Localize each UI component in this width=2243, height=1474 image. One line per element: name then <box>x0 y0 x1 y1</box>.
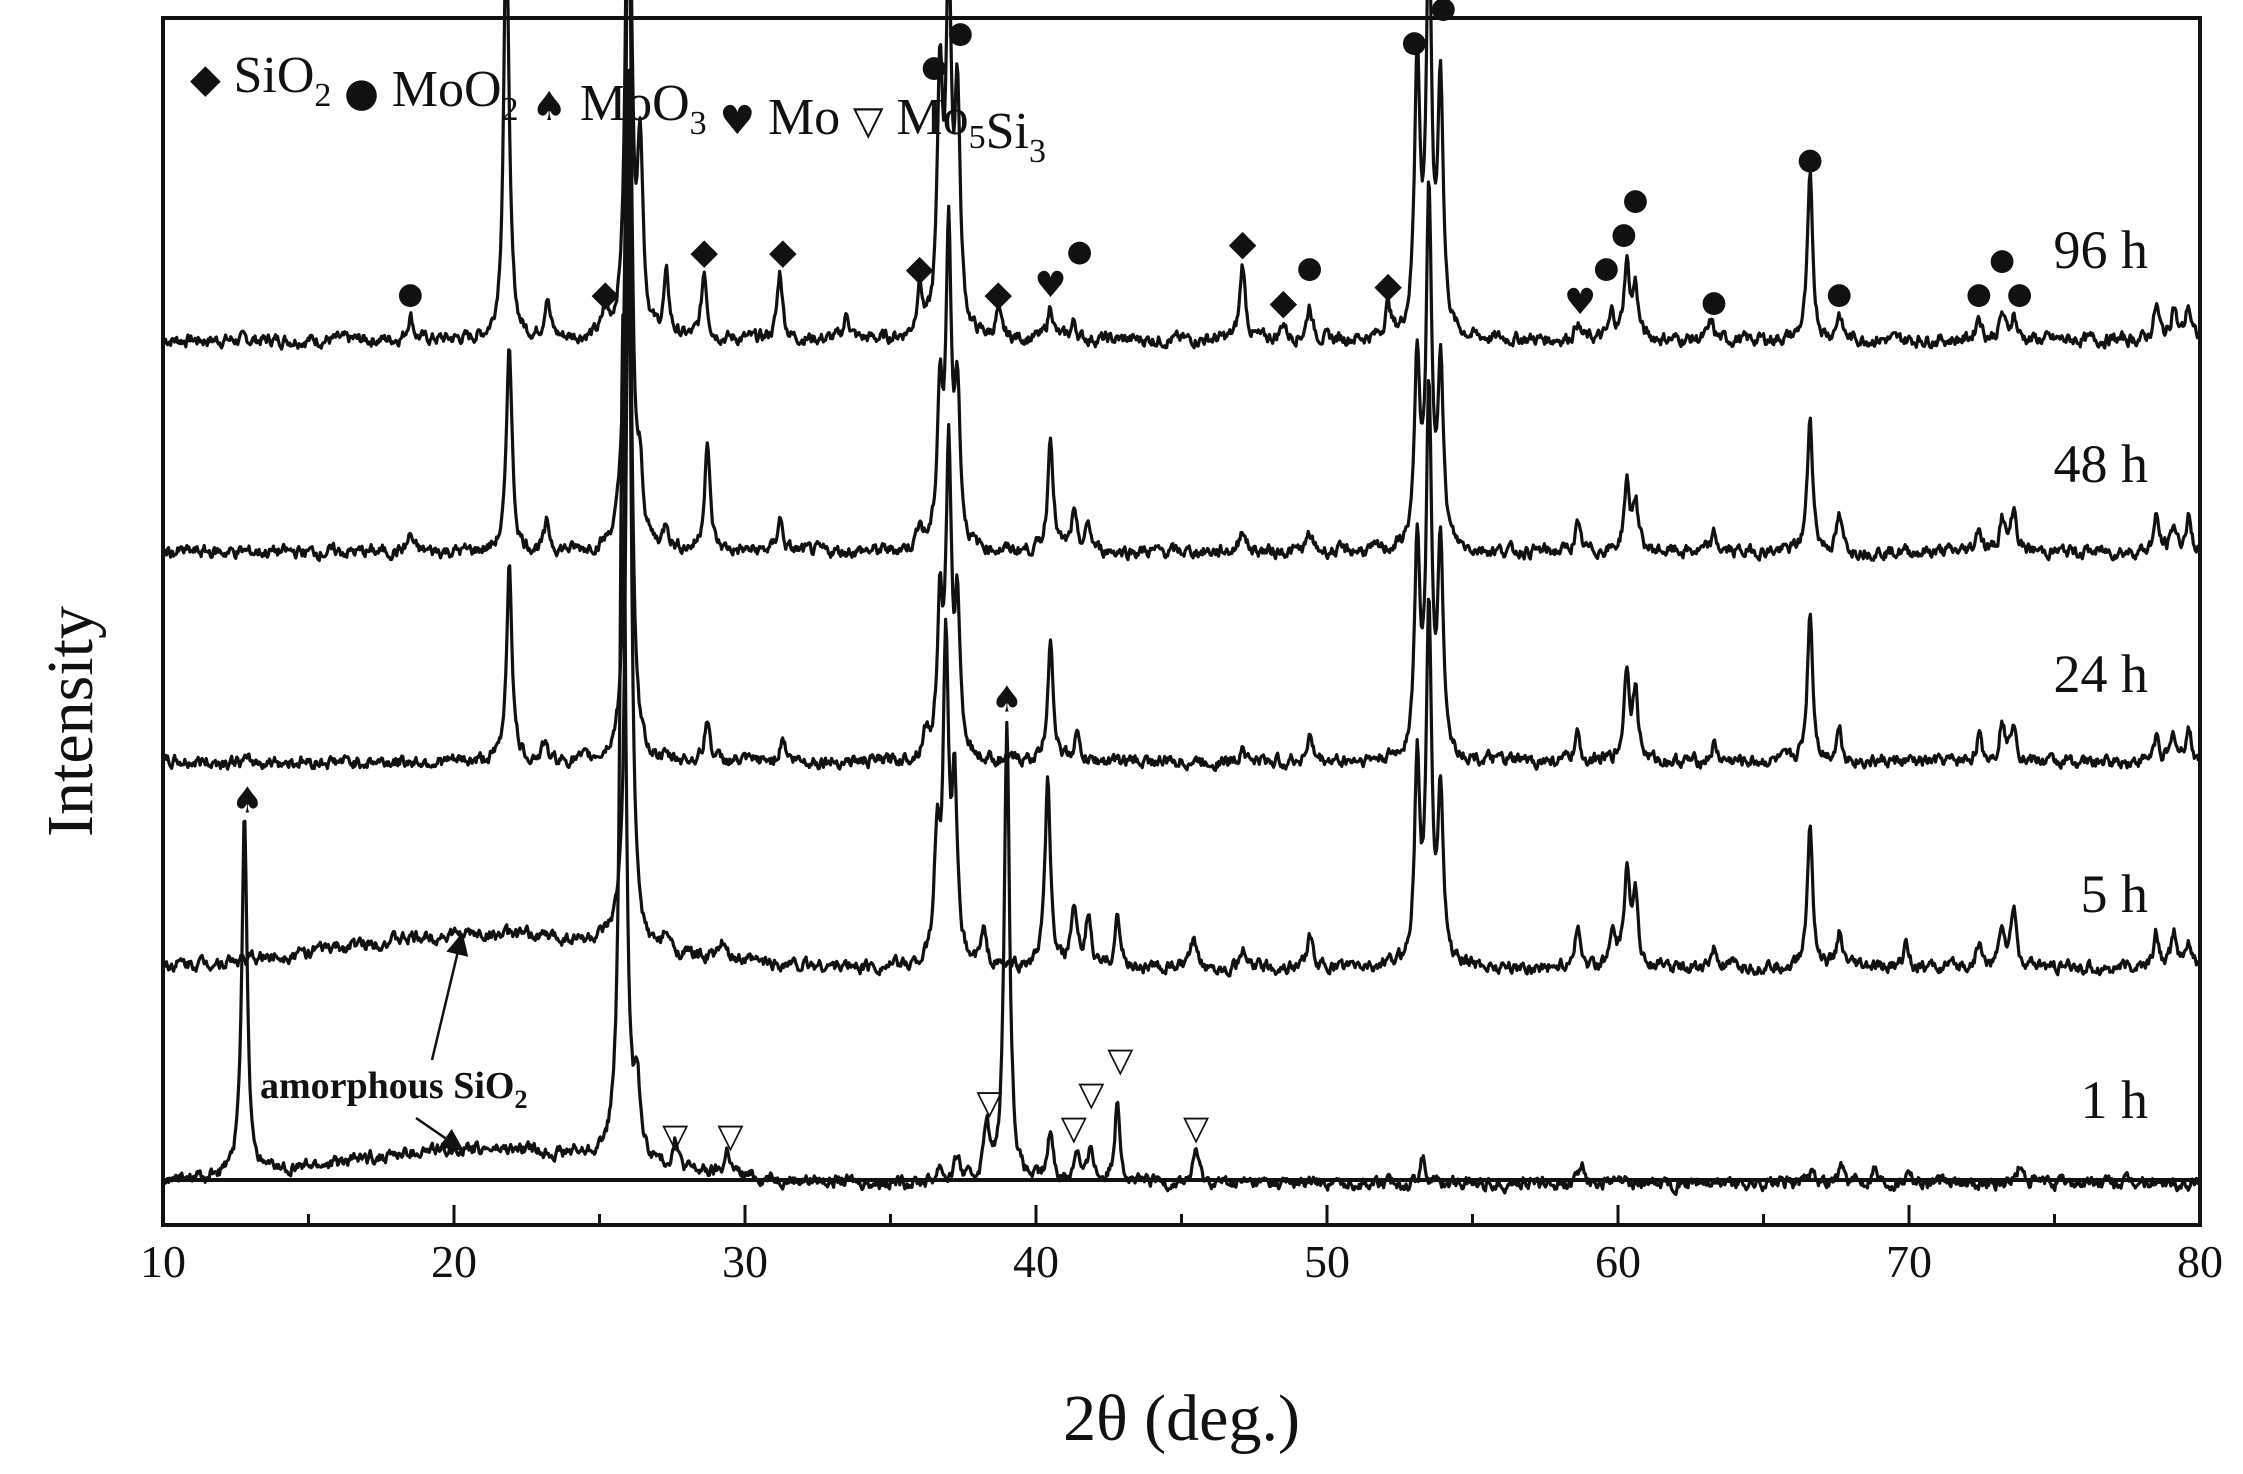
marker-circle: ● <box>1430 0 1456 25</box>
marker-diamond: ◆ <box>690 231 718 272</box>
legend-subscript: 3 <box>1029 133 1046 170</box>
series-label-24-h: 24 h <box>2054 644 2149 704</box>
marker-triangle: ▽ <box>1107 1040 1134 1080</box>
diffraction-traces <box>162 0 2200 1196</box>
x-tick-label: 50 <box>1304 1236 1350 1287</box>
marker-triangle: ▽ <box>717 1117 744 1157</box>
trace-24-h <box>162 68 2200 772</box>
marker-heart: ♥ <box>1564 282 1596 323</box>
legend-subscript: 2 <box>314 77 331 114</box>
legend-row: ◆ SiO2 ● MoO2 ♠ MoO3 ♥ Mo ▽ Mo5Si3 <box>190 47 1046 170</box>
legend-subscript: 2 <box>502 91 519 128</box>
marker-circle: ● <box>921 50 947 85</box>
marker-circle: ● <box>1067 234 1093 269</box>
legend-marker-heart: ♥ <box>707 98 768 144</box>
series-label-5-h: 5 h <box>2081 864 2149 924</box>
x-tick-label: 40 <box>1013 1236 1059 1287</box>
marker-circle: ● <box>1401 24 1427 59</box>
x-tick-label: 80 <box>2177 1236 2223 1287</box>
series-label-96-h: 96 h <box>2054 220 2149 280</box>
marker-diamond: ◆ <box>1374 265 1402 306</box>
legend: ◆ SiO2 ● MoO2 ♠ MoO3 ♥ Mo ▽ Mo5Si3 <box>190 47 1046 170</box>
trace-48-h <box>163 0 2200 563</box>
x-tick-label: 20 <box>431 1236 477 1287</box>
x-axis-title: 2θ (deg.) <box>1063 1382 1300 1455</box>
marker-circle: ● <box>1622 183 1648 218</box>
x-tick-label: 30 <box>722 1236 768 1287</box>
amorphous-annotation: amorphous SiO2 <box>260 932 527 1151</box>
marker-circle: ● <box>1593 251 1619 286</box>
series-label-48-h: 48 h <box>2054 434 2149 494</box>
legend-marker-spade: ♠ <box>519 84 580 130</box>
marker-spade: ♠ <box>231 780 263 821</box>
series-labels: 96 h 48 h 24 h 5 h 1 h <box>2054 220 2149 1130</box>
series-label-1-h: 1 h <box>2081 1070 2149 1130</box>
marker-circle: ● <box>1826 276 1852 311</box>
marker-circle: ● <box>1701 285 1727 320</box>
legend-label: SiO <box>233 47 314 104</box>
marker-diamond: ◆ <box>591 273 619 314</box>
marker-triangle: ▽ <box>976 1083 1003 1123</box>
marker-diamond: ◆ <box>1229 223 1257 264</box>
x-tick-label: 10 <box>140 1236 186 1287</box>
marker-heart: ♥ <box>1034 265 1066 306</box>
marker-circle: ● <box>1966 276 1992 311</box>
x-tick-label: 60 <box>1595 1236 1641 1287</box>
annotation-arrow <box>415 1116 464 1151</box>
marker-triangle: ▽ <box>662 1117 689 1157</box>
legend-label: Mo <box>896 89 968 146</box>
legend-label: Si <box>986 103 1029 160</box>
marker-diamond: ◆ <box>984 273 1012 314</box>
legend-label: MoO <box>580 75 690 132</box>
y-axis-title: Intensity <box>34 606 107 837</box>
annotation-arrow <box>430 932 469 1061</box>
marker-circle: ● <box>397 276 423 311</box>
legend-marker-circle: ● <box>331 70 391 116</box>
marker-spade: ♠ <box>991 680 1023 721</box>
legend-subscript: 5 <box>969 119 986 156</box>
marker-circle: ● <box>1611 217 1637 252</box>
marker-triangle: ▽ <box>1078 1074 1105 1114</box>
plot-frame <box>161 16 2202 1227</box>
marker-triangle: ▽ <box>1183 1108 1210 1148</box>
legend-subscript: 3 <box>690 105 707 142</box>
annotation-amorphous-sio2: amorphous SiO2 <box>260 1065 527 1114</box>
legend-marker-diamond: ◆ <box>190 56 233 102</box>
phase-markers: ●◆◆●◆◆◆●●●◆♥●◆◆●◆●●●♥●●●●●●●●●♠♠▽▽▽▽▽▽▽ <box>231 0 2032 1157</box>
trace-1-h <box>163 313 2200 1196</box>
marker-circle: ● <box>947 16 973 51</box>
marker-diamond: ◆ <box>906 248 934 289</box>
marker-triangle: ▽ <box>1061 1108 1088 1148</box>
marker-diamond: ◆ <box>769 231 797 272</box>
marker-circle: ● <box>1797 142 1823 177</box>
marker-circle: ● <box>2006 276 2032 311</box>
trace-5-h <box>163 192 2199 978</box>
x-axis: 10 20 30 40 50 60 70 80 <box>140 1205 2223 1287</box>
x-tick-label: 70 <box>1886 1236 1932 1287</box>
marker-circle: ● <box>1989 242 2015 277</box>
legend-marker-triangle: ▽ <box>840 98 896 144</box>
legend-label: MoO <box>392 61 502 118</box>
marker-circle: ● <box>1296 251 1322 286</box>
legend-label: Mo <box>768 89 840 146</box>
trace-96-h <box>163 0 2200 351</box>
marker-diamond: ◆ <box>1270 282 1298 323</box>
